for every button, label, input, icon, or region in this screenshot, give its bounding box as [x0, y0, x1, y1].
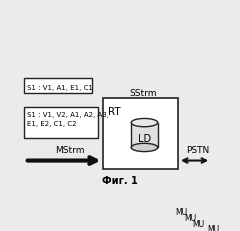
Bar — [24, 78, 92, 93]
Bar — [182, 204, 240, 222]
Text: MU: MU — [207, 224, 219, 231]
Bar — [103, 99, 178, 169]
Bar — [131, 123, 158, 148]
Text: PSTN: PSTN — [186, 145, 210, 154]
Text: S1 : V1, A1, E1, C1: S1 : V1, A1, E1, C1 — [27, 85, 93, 91]
Text: LD: LD — [138, 133, 151, 143]
Bar — [174, 198, 236, 216]
Bar — [24, 107, 98, 139]
Ellipse shape — [131, 144, 158, 152]
Text: S1 : V1, V2, A1, A2, A3,
E1, E2, C1, C2: S1 : V1, V2, A1, A2, A3, E1, E2, C1, C2 — [27, 111, 109, 126]
Text: MStrm: MStrm — [55, 145, 85, 154]
Text: SStrm: SStrm — [129, 88, 157, 97]
Bar — [199, 215, 240, 231]
Ellipse shape — [131, 119, 158, 127]
Text: Фиг. 1: Фиг. 1 — [102, 176, 138, 185]
Text: MU: MU — [184, 213, 196, 222]
Text: MU: MU — [192, 219, 204, 228]
Text: MU: MU — [175, 207, 188, 216]
Text: RT: RT — [108, 106, 120, 116]
Bar — [190, 210, 240, 228]
